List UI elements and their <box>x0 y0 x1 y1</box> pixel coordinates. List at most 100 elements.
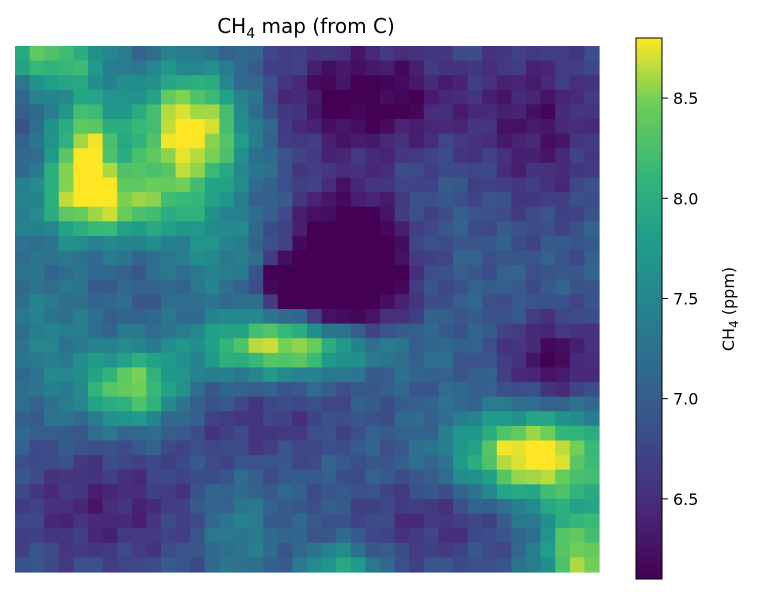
heatmap-cell <box>540 235 556 252</box>
heatmap-cell <box>277 221 293 237</box>
heatmap-cell <box>321 133 337 149</box>
heatmap-cell <box>58 119 74 135</box>
heatmap-cell <box>58 148 74 164</box>
heatmap-cell <box>204 75 220 91</box>
heatmap-cell <box>438 557 454 573</box>
heatmap-cell <box>423 162 439 179</box>
heatmap-cell <box>131 265 147 281</box>
heatmap-cell <box>438 265 454 281</box>
heatmap-cell <box>161 469 177 485</box>
heatmap-cell <box>584 235 600 252</box>
heatmap-cell <box>219 309 235 325</box>
heatmap-cell <box>423 425 439 442</box>
heatmap-cell <box>131 75 147 91</box>
heatmap-cell <box>204 484 220 500</box>
heatmap-cell <box>88 382 104 398</box>
heatmap-cell <box>15 469 31 485</box>
heatmap-cell <box>146 425 162 442</box>
heatmap-cell <box>190 382 206 398</box>
heatmap-cell <box>248 425 264 442</box>
heatmap-cell <box>394 557 410 573</box>
heatmap-cell <box>540 411 556 427</box>
heatmap-cell <box>29 440 45 456</box>
heatmap-cell <box>277 89 293 106</box>
heatmap-cell <box>190 221 206 237</box>
heatmap-cell <box>146 367 162 383</box>
heatmap-cell <box>102 338 118 354</box>
heatmap-cell <box>73 323 89 339</box>
heatmap-cell <box>336 60 352 76</box>
heatmap-cell <box>380 104 396 120</box>
heatmap-cell <box>29 528 45 544</box>
heatmap-cell <box>190 484 206 500</box>
heatmap-cell <box>321 367 337 383</box>
heatmap-cell <box>467 309 483 325</box>
heatmap-cell <box>540 162 556 179</box>
heatmap-cell <box>29 323 45 339</box>
heatmap-cell <box>321 323 337 339</box>
heatmap-cell <box>146 323 162 339</box>
heatmap-cell <box>146 557 162 573</box>
heatmap-cell <box>146 352 162 369</box>
heatmap-cell <box>511 455 527 471</box>
heatmap-cell <box>540 177 556 193</box>
heatmap-cell <box>394 542 410 558</box>
heatmap-cell <box>15 75 31 91</box>
heatmap-cell <box>569 498 585 515</box>
heatmap-cell <box>161 250 177 266</box>
heatmap-cell <box>394 338 410 354</box>
heatmap-cell <box>73 279 89 295</box>
heatmap-cell <box>88 294 104 310</box>
heatmap-cell <box>423 440 439 456</box>
heatmap-cell <box>175 89 191 106</box>
heatmap-cell <box>88 367 104 383</box>
heatmap-cell <box>190 104 206 120</box>
heatmap-cell <box>511 338 527 354</box>
heatmap-cell <box>365 338 381 354</box>
heatmap-cell <box>540 440 556 456</box>
heatmap-cell <box>248 221 264 237</box>
heatmap-cell <box>482 221 498 237</box>
heatmap-cell <box>15 265 31 281</box>
heatmap-cell <box>394 75 410 91</box>
heatmap-cell <box>584 75 600 91</box>
heatmap-cell <box>409 367 425 383</box>
heatmap-cell <box>58 60 74 76</box>
heatmap-cell <box>190 338 206 354</box>
heatmap-cell <box>423 104 439 120</box>
heatmap-cell <box>423 279 439 295</box>
heatmap-cell <box>88 177 104 193</box>
heatmap-cell <box>321 338 337 354</box>
heatmap-cell <box>365 60 381 76</box>
heatmap-cell <box>263 294 279 310</box>
heatmap-cell <box>263 411 279 427</box>
heatmap-cell <box>277 206 293 222</box>
heatmap-cell <box>453 425 469 442</box>
heatmap-cell <box>307 162 323 179</box>
heatmap-cell <box>131 557 147 573</box>
heatmap-cell <box>438 484 454 500</box>
heatmap-cell <box>234 425 250 442</box>
heatmap-cell <box>219 498 235 515</box>
heatmap-cell <box>438 338 454 354</box>
heatmap-cell <box>277 133 293 149</box>
heatmap-cell <box>482 498 498 515</box>
heatmap-cell <box>569 60 585 76</box>
heatmap-cell <box>117 221 133 237</box>
heatmap-cell <box>350 279 366 295</box>
heatmap-cell <box>453 104 469 120</box>
heatmap-cell <box>15 557 31 573</box>
heatmap-cell <box>453 309 469 325</box>
heatmap-cell <box>321 309 337 325</box>
heatmap-cell <box>204 221 220 237</box>
heatmap-cell <box>58 542 74 558</box>
heatmap-cell <box>438 46 454 62</box>
heatmap-cell <box>146 75 162 91</box>
heatmap-cell <box>380 338 396 354</box>
heatmap-cell <box>73 425 89 442</box>
heatmap-cell <box>511 265 527 281</box>
heatmap-cell <box>234 250 250 266</box>
heatmap-cell <box>496 279 512 295</box>
heatmap-cell <box>555 162 571 179</box>
heatmap-cell <box>29 250 45 266</box>
